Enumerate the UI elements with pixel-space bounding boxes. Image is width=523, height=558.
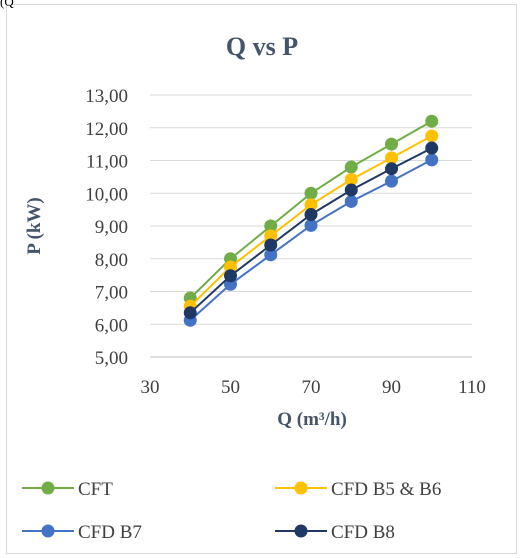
legend-marker bbox=[41, 524, 55, 538]
data-point bbox=[304, 218, 318, 232]
legend: CFT CFD B5 & B6 CFD B7 CFD B8 bbox=[22, 479, 441, 543]
data-point bbox=[425, 141, 439, 155]
data-point bbox=[304, 198, 318, 212]
y-tick-label: 8,00 bbox=[95, 250, 128, 271]
legend-label: CFD B7 bbox=[78, 522, 142, 543]
data-point bbox=[344, 194, 358, 208]
y-tick-label: 11,00 bbox=[86, 152, 128, 173]
legend-marker bbox=[41, 481, 55, 495]
x-tick-label: 110 bbox=[458, 377, 486, 398]
data-point bbox=[344, 183, 358, 197]
series bbox=[183, 141, 439, 320]
y-tick-label: 9,00 bbox=[95, 217, 128, 238]
data-point bbox=[425, 153, 439, 167]
series-group bbox=[183, 114, 439, 327]
legend-item: CFD B7 bbox=[22, 522, 142, 543]
legend-label: CFD B8 bbox=[331, 522, 395, 543]
y-tick-label: 13,00 bbox=[85, 86, 128, 107]
y-tick-label: 7,00 bbox=[95, 283, 128, 304]
data-point bbox=[425, 114, 439, 128]
x-tick-label: 50 bbox=[221, 377, 240, 398]
legend-item: CFD B5 & B6 bbox=[275, 479, 441, 500]
x-tick-labels: 30 50 70 90 110 bbox=[141, 377, 486, 398]
y-tick-label: 12,00 bbox=[85, 119, 128, 140]
data-point bbox=[425, 129, 439, 143]
x-tick-label: 70 bbox=[302, 377, 321, 398]
x-axis-title: Q (m³/h) bbox=[277, 409, 347, 430]
data-point bbox=[264, 238, 278, 252]
data-point bbox=[385, 174, 398, 188]
data-point bbox=[224, 269, 237, 283]
legend-marker bbox=[294, 524, 308, 538]
legend-label: CFT bbox=[78, 479, 113, 500]
chart-frame bbox=[6, 4, 517, 554]
series bbox=[183, 153, 439, 327]
data-point bbox=[264, 248, 278, 262]
data-point bbox=[385, 137, 398, 151]
data-point bbox=[304, 186, 318, 200]
legend-marker bbox=[294, 481, 308, 495]
y-axis-title: P (kW) bbox=[24, 197, 45, 255]
data-point bbox=[344, 160, 358, 174]
data-point bbox=[385, 151, 398, 165]
chart-title: Q vs P bbox=[226, 32, 298, 61]
legend-item: CFD B8 bbox=[275, 522, 395, 543]
data-point bbox=[344, 172, 358, 186]
legend-item: CFT bbox=[22, 479, 113, 500]
gridlines bbox=[150, 94, 472, 325]
data-point bbox=[304, 208, 318, 222]
y-tick-label: 5,00 bbox=[95, 348, 128, 369]
x-tick-label: 30 bbox=[141, 377, 160, 398]
data-point bbox=[183, 306, 197, 320]
legend-label: CFD B5 & B6 bbox=[331, 479, 441, 500]
corner-label: (Q bbox=[0, 0, 14, 9]
y-tick-labels: 13,00 12,00 11,00 10,00 9,00 8,00 7,00 6,00 5,00 bbox=[85, 86, 128, 369]
data-point bbox=[264, 229, 278, 243]
y-tick-label: 10,00 bbox=[85, 184, 128, 205]
x-tick-label: 90 bbox=[382, 377, 401, 398]
data-point bbox=[385, 162, 398, 176]
data-point bbox=[264, 219, 278, 233]
y-tick-label: 6,00 bbox=[95, 315, 128, 336]
